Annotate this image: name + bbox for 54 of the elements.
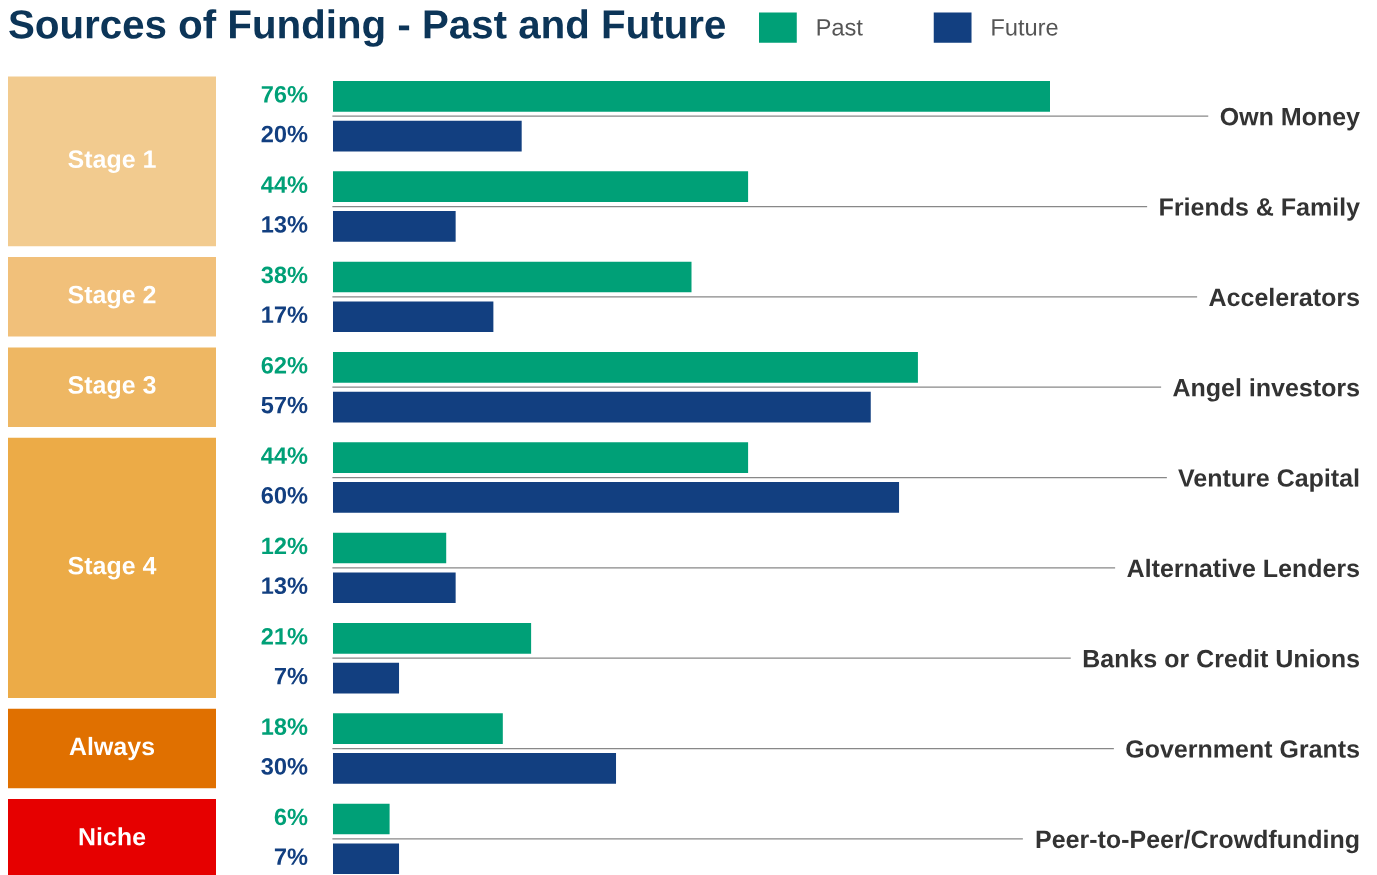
bar bbox=[333, 803, 390, 835]
text: Stage 3 bbox=[68, 376, 156, 399]
data-label: 17% bbox=[262, 306, 308, 324]
bar bbox=[333, 80, 1050, 112]
y-tick-label: Alternative Lenders bbox=[1127, 558, 1359, 578]
data-label: 12% bbox=[262, 537, 308, 555]
y-tick-label: Friends & Family bbox=[1160, 197, 1360, 221]
bar bbox=[333, 120, 522, 152]
data-label: 18% bbox=[262, 718, 308, 735]
text: Stage 4 bbox=[68, 556, 157, 580]
data-label: 7% bbox=[274, 667, 308, 685]
bar bbox=[333, 572, 456, 604]
data-label: 76% bbox=[261, 85, 308, 103]
bar bbox=[333, 391, 871, 423]
data-label: 60% bbox=[261, 487, 308, 504]
data-label: 38% bbox=[261, 266, 308, 284]
bar bbox=[333, 662, 400, 694]
data-label: 6% bbox=[274, 808, 308, 826]
text: Stage 1 bbox=[68, 150, 156, 174]
y-tick-label: Angel investors bbox=[1173, 378, 1359, 402]
data-label: 44% bbox=[261, 176, 308, 193]
y-tick-label: Own Money bbox=[1220, 107, 1360, 131]
bar bbox=[333, 211, 456, 242]
bar bbox=[333, 713, 503, 745]
data-label: 20% bbox=[261, 125, 308, 143]
bar bbox=[333, 843, 400, 875]
y-tick-label: Government Grants bbox=[1126, 740, 1359, 758]
data-label: 44% bbox=[261, 447, 308, 464]
bar bbox=[333, 622, 532, 654]
data-label: 13% bbox=[262, 216, 308, 233]
y-tick-label: Accelerators bbox=[1209, 287, 1359, 307]
data-label: 7% bbox=[274, 848, 308, 866]
y-tick-label: Banks or Credit Unions bbox=[1083, 649, 1359, 668]
y-tick-label: Venture Capital bbox=[1178, 468, 1359, 492]
data-label: 21% bbox=[261, 627, 308, 645]
data-label: 57% bbox=[261, 396, 308, 414]
bar bbox=[333, 442, 749, 474]
data-label: 62% bbox=[261, 356, 308, 374]
text: Always bbox=[69, 736, 155, 761]
bar bbox=[333, 482, 900, 513]
legend-label: Past bbox=[817, 19, 863, 36]
text: Niche bbox=[79, 827, 146, 846]
bar bbox=[333, 301, 494, 333]
data-label: 13% bbox=[262, 577, 308, 595]
bar bbox=[333, 171, 749, 203]
bar bbox=[333, 753, 617, 784]
bar bbox=[333, 351, 918, 383]
text: Stage 2 bbox=[68, 285, 156, 309]
chart-title: Sources of Funding - Past and Future bbox=[9, 9, 725, 47]
bar bbox=[333, 261, 692, 293]
y-tick-label: Peer-to-Peer/Crowdfunding bbox=[1036, 829, 1359, 854]
legend-label: Future bbox=[992, 19, 1058, 36]
bar bbox=[333, 532, 447, 564]
data-label: 30% bbox=[261, 758, 308, 775]
